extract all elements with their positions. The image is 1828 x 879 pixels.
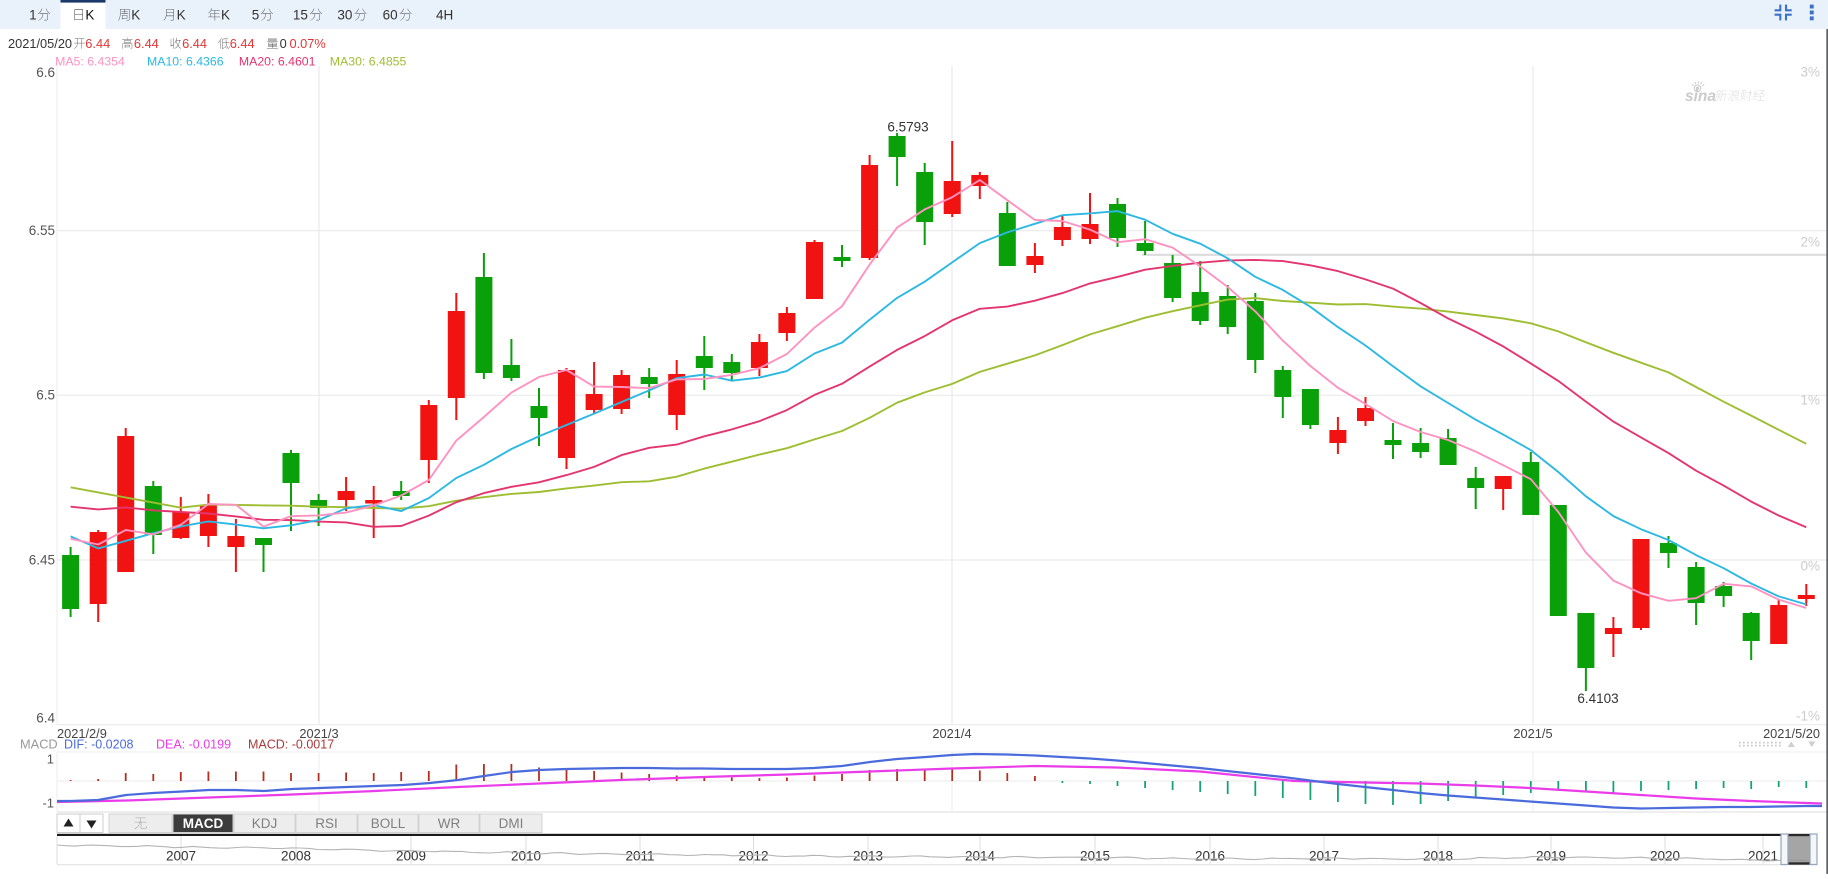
- svg-text:MA20: 6.4601: MA20: 6.4601: [239, 55, 316, 69]
- svg-text:-1: -1: [42, 796, 54, 811]
- svg-text:MA5: 6.4354: MA5: 6.4354: [55, 55, 125, 69]
- svg-text:MA30: 6.4855: MA30: 6.4855: [330, 55, 407, 69]
- svg-text:1: 1: [47, 752, 54, 767]
- svg-text:2014: 2014: [965, 849, 996, 864]
- svg-text:6.45: 6.45: [29, 553, 55, 568]
- svg-text:KDJ: KDJ: [252, 816, 278, 831]
- svg-text:2021/3: 2021/3: [299, 726, 338, 741]
- svg-text:1: 1: [29, 8, 37, 23]
- svg-text:2010: 2010: [511, 849, 541, 864]
- svg-text:2015: 2015: [1080, 849, 1110, 864]
- svg-text:MACD: MACD: [20, 737, 58, 752]
- svg-text:5: 5: [252, 8, 260, 23]
- svg-text:MACD: -0.0017: MACD: -0.0017: [248, 738, 334, 752]
- svg-text:2012: 2012: [738, 849, 768, 864]
- svg-text:K: K: [221, 8, 230, 23]
- svg-text:6.44: 6.44: [182, 36, 207, 51]
- svg-text:6.44: 6.44: [230, 36, 255, 51]
- svg-text:2021/05/20: 2021/05/20: [8, 36, 72, 51]
- svg-text:2021/5: 2021/5: [1513, 726, 1552, 741]
- svg-text:2018: 2018: [1423, 849, 1453, 864]
- svg-text:K: K: [177, 8, 186, 23]
- svg-text:-1%: -1%: [1796, 709, 1820, 724]
- svg-text:1%: 1%: [1800, 393, 1820, 408]
- svg-text:RSI: RSI: [315, 816, 338, 831]
- svg-text:WR: WR: [438, 816, 461, 831]
- svg-text:MACD: MACD: [183, 816, 224, 831]
- svg-text:60: 60: [383, 8, 398, 23]
- svg-text:MA10: 6.4366: MA10: 6.4366: [147, 55, 224, 69]
- svg-text:6.44: 6.44: [134, 36, 159, 51]
- svg-text:2017: 2017: [1309, 849, 1339, 864]
- svg-text:2021/2/9: 2021/2/9: [57, 726, 107, 741]
- svg-text:2007: 2007: [166, 849, 196, 864]
- svg-text:0%: 0%: [1800, 559, 1820, 574]
- svg-text:2016: 2016: [1195, 849, 1225, 864]
- svg-text:K: K: [131, 8, 140, 23]
- svg-text:0: 0: [280, 36, 287, 51]
- svg-text:2%: 2%: [1800, 235, 1820, 250]
- svg-text:K: K: [85, 8, 94, 23]
- svg-text:2021/4: 2021/4: [932, 726, 971, 741]
- svg-text:DIF: -0.0208: DIF: -0.0208: [64, 738, 134, 752]
- svg-text:2019: 2019: [1536, 849, 1566, 864]
- svg-text:2021/5/20: 2021/5/20: [1763, 726, 1820, 741]
- svg-text:30: 30: [337, 8, 352, 23]
- svg-text:sina: sina: [1685, 88, 1716, 105]
- svg-text:DMI: DMI: [499, 816, 524, 831]
- svg-text:6.5: 6.5: [36, 388, 55, 403]
- svg-text:6.6: 6.6: [36, 65, 55, 80]
- svg-text:15: 15: [293, 8, 308, 23]
- svg-text:2011: 2011: [625, 849, 654, 864]
- svg-text:0.07%: 0.07%: [290, 36, 326, 51]
- svg-text:6.5793: 6.5793: [887, 120, 928, 135]
- svg-text:4H: 4H: [436, 8, 453, 23]
- svg-text:6.44: 6.44: [85, 36, 110, 51]
- svg-text:BOLL: BOLL: [371, 816, 406, 831]
- svg-text:6.4: 6.4: [36, 711, 55, 726]
- svg-text:6.4103: 6.4103: [1577, 691, 1618, 706]
- svg-text:2009: 2009: [396, 849, 426, 864]
- svg-text:2020: 2020: [1650, 849, 1680, 864]
- svg-text:2008: 2008: [281, 849, 311, 864]
- svg-text:DEA: -0.0199: DEA: -0.0199: [156, 738, 231, 752]
- svg-text:3%: 3%: [1800, 65, 1820, 80]
- svg-text:6.55: 6.55: [29, 223, 55, 238]
- svg-text:2021: 2021: [1748, 849, 1778, 864]
